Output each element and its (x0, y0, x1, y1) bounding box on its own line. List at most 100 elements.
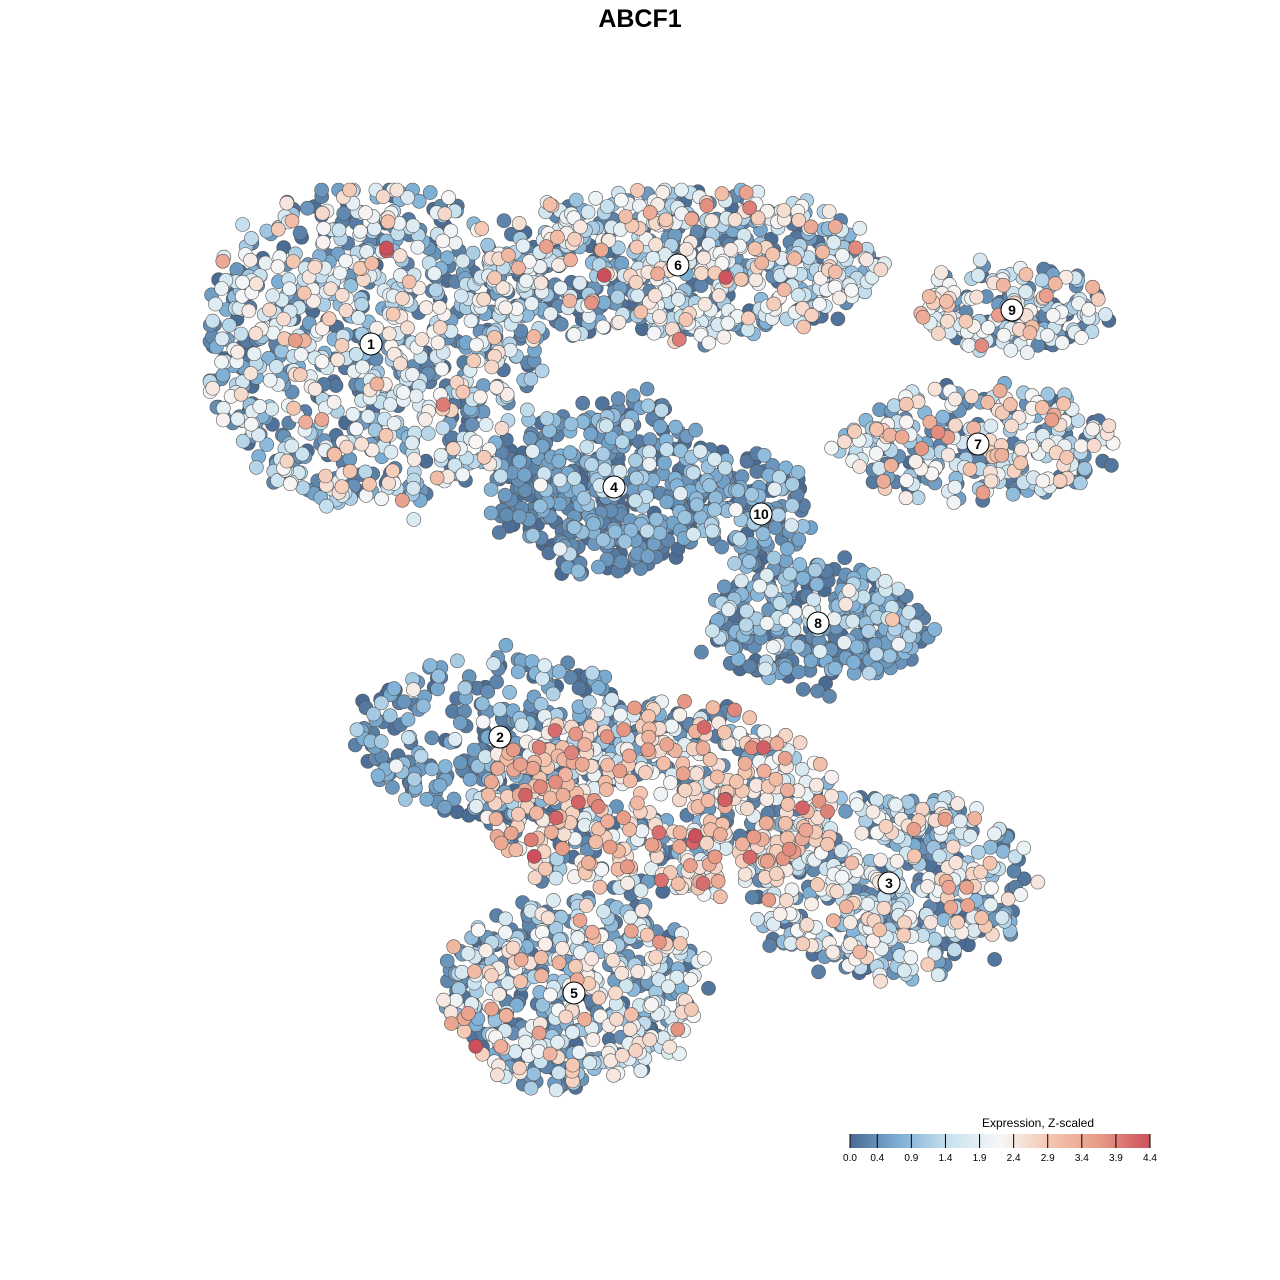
data-point (947, 479, 963, 495)
data-point (342, 182, 357, 198)
data-point (780, 541, 795, 557)
data-point (474, 221, 490, 236)
data-point (673, 486, 688, 501)
data-point (738, 617, 754, 633)
data-point (962, 828, 978, 844)
data-point (739, 801, 755, 816)
data-point (1085, 421, 1100, 437)
data-point (393, 356, 408, 372)
data-point (244, 416, 259, 432)
data-point (869, 646, 884, 662)
data-point (588, 834, 604, 850)
data-point (279, 195, 295, 211)
data-point (424, 761, 440, 777)
data-point (450, 653, 465, 669)
data-point (392, 248, 408, 263)
data-point (950, 914, 965, 930)
data-point (551, 1065, 567, 1081)
data-point (205, 313, 220, 329)
data-point (543, 790, 558, 806)
data-point (948, 855, 964, 870)
data-point (792, 735, 808, 751)
data-point (513, 974, 528, 989)
data-point (551, 453, 567, 469)
data-point (1040, 327, 1055, 343)
data-point (243, 252, 258, 268)
data-point (677, 782, 693, 798)
data-point (270, 222, 286, 237)
data-point (812, 643, 828, 659)
data-point (571, 680, 587, 696)
data-point (623, 1007, 639, 1022)
data-point (286, 400, 301, 416)
data-point (701, 335, 717, 351)
data-point (927, 381, 943, 397)
data-point (566, 520, 582, 535)
data-point (648, 237, 664, 252)
data-point (791, 287, 806, 303)
data-point (396, 694, 412, 710)
data-point (716, 579, 732, 595)
data-point (514, 717, 530, 733)
data-point (431, 668, 446, 684)
data-point (467, 964, 482, 979)
data-point (525, 443, 540, 459)
data-point (475, 714, 491, 730)
data-point (454, 964, 470, 980)
data-point (1034, 400, 1050, 415)
data-point (778, 613, 794, 628)
data-point (1055, 335, 1070, 351)
data-point (908, 454, 923, 469)
data-point (552, 541, 568, 557)
data-point (702, 478, 717, 493)
data-point (573, 219, 588, 235)
data-point (595, 532, 611, 548)
data-point (430, 335, 446, 351)
data-point (640, 398, 656, 414)
data-point (686, 526, 701, 542)
data-point (235, 217, 250, 232)
data-point (358, 464, 373, 480)
data-point (829, 884, 845, 899)
data-point (827, 264, 843, 280)
data-point (861, 665, 877, 681)
data-point (551, 664, 567, 680)
chart-title: ABCF1 (598, 5, 681, 33)
data-point (453, 755, 468, 771)
data-point (940, 447, 956, 463)
data-point (241, 303, 257, 319)
data-point (923, 914, 939, 930)
data-point (398, 792, 413, 807)
data-point (639, 523, 655, 539)
data-point (791, 212, 807, 228)
data-point (647, 288, 663, 303)
data-point (711, 288, 727, 303)
data-point (614, 434, 630, 450)
data-point (269, 359, 284, 374)
data-point (468, 798, 484, 814)
data-point (568, 192, 584, 208)
data-point (1016, 840, 1032, 856)
data-point (727, 556, 742, 571)
data-point (693, 278, 709, 293)
data-point (836, 635, 852, 650)
data-point (983, 418, 999, 434)
data-point (511, 216, 527, 231)
data-point (610, 289, 626, 305)
data-point (498, 637, 514, 653)
data-point (558, 1009, 574, 1025)
data-point (486, 656, 501, 672)
data-point (641, 709, 656, 724)
data-point (434, 361, 450, 377)
data-point (844, 282, 859, 298)
data-point (750, 911, 765, 927)
data-point (296, 285, 312, 301)
data-point (599, 782, 614, 797)
data-point (987, 952, 1002, 967)
data-point (462, 771, 478, 787)
data-point (571, 1045, 587, 1060)
data-point (832, 290, 847, 306)
data-point (214, 354, 229, 370)
data-point (834, 869, 850, 885)
data-point (704, 213, 719, 228)
